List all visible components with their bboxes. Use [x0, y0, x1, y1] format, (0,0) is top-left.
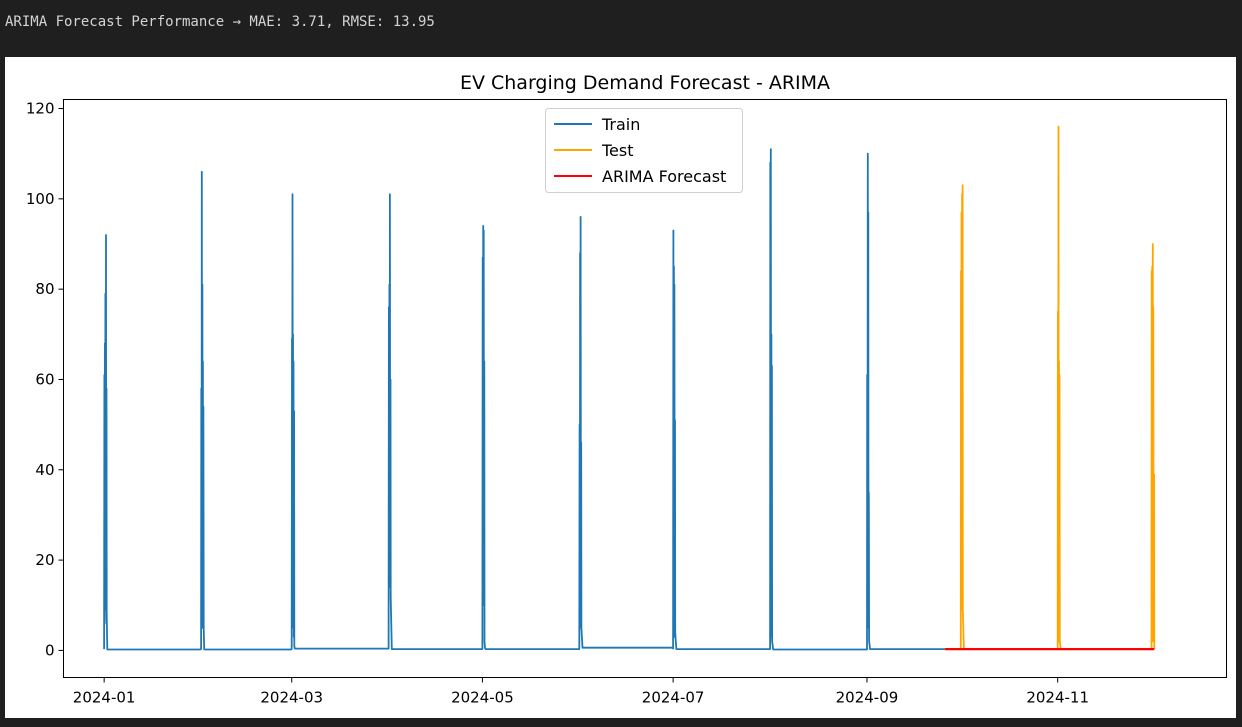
y-tick-label: 60 [35, 370, 54, 388]
plot-area [103, 125, 1156, 651]
y-tick-label: 80 [35, 280, 54, 298]
y-tick-label: 20 [35, 551, 54, 569]
series-line-test [945, 125, 1156, 650]
y-tick-label: 100 [26, 190, 55, 208]
x-tick-label: 2024-09 [836, 689, 899, 707]
legend-label-test: Test [601, 141, 634, 160]
chart-title: EV Charging Demand Forecast - ARIMA [460, 72, 830, 94]
legend: Train Test ARIMA Forecast [545, 108, 743, 193]
y-tick-label: 120 [26, 100, 55, 118]
x-tick-label: 2024-05 [451, 689, 514, 707]
x-tick-label: 2024-07 [642, 689, 705, 707]
x-tick-label: 2024-11 [1026, 689, 1089, 707]
x-tick-label: 2024-03 [260, 689, 323, 707]
axes-frame [63, 99, 1227, 678]
y-tick-label: 0 [45, 641, 55, 659]
console-output-text: ARIMA Forecast Performance → MAE: 3.71, … [5, 14, 435, 30]
chart-figure: EV Charging Demand Forecast - ARIMA 0 20 4… [5, 57, 1236, 718]
x-tick-label: 2024-01 [73, 689, 136, 707]
y-tick-label: 40 [35, 461, 54, 479]
y-axis: 0 20 40 60 80 100 120 [26, 100, 64, 659]
x-axis: 2024-01 2024-03 2024-05 2024-07 2024-09 2024-… [73, 677, 1089, 707]
series-line-train [103, 148, 946, 651]
legend-label-arima-forecast: ARIMA Forecast [602, 167, 726, 186]
chart-svg: EV Charging Demand Forecast - ARIMA 0 20 4… [26, 72, 1227, 707]
legend-box [545, 108, 743, 193]
legend-label-train: Train [601, 115, 640, 134]
